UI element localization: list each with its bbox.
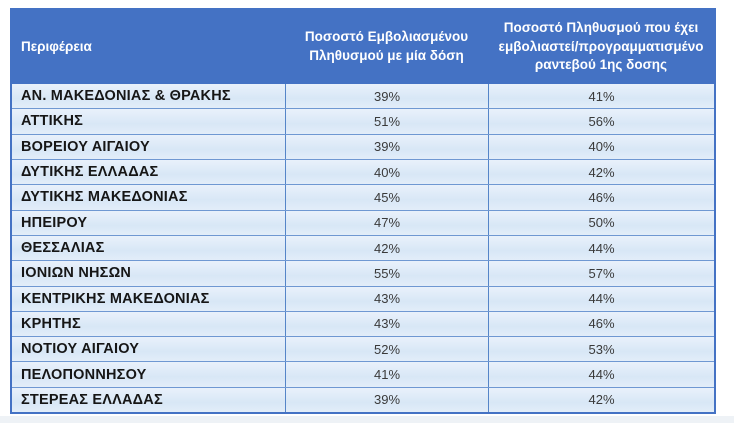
scheduled-value-cell: 42%	[488, 159, 714, 185]
scheduled-value-cell: 56%	[488, 109, 714, 134]
region-cell: ΘΕΣΣΑΛΙΑΣ	[21, 240, 105, 257]
scheduled-value-cell: 53%	[488, 337, 714, 362]
header-scheduled-percent: Ποσοστό Πληθυσμού που έχει εμβολιαστεί/π…	[498, 19, 704, 73]
dose1-value-cell: 39%	[285, 134, 488, 159]
dose1-value-cell: 47%	[285, 210, 488, 235]
scheduled-value-cell: 57%	[488, 261, 714, 286]
scheduled-value-cell: 44%	[488, 362, 714, 387]
table-row: ΣΤΕΡΕΑΣ ΕΛΛΑΔΑΣ 39% 42%	[12, 386, 714, 413]
dose1-value-cell: 43%	[285, 311, 488, 337]
dose1-value-cell: 39%	[285, 387, 488, 413]
table-row: ΠΕΛΟΠΟΝΝΗΣΟΥ 41% 44%	[12, 361, 714, 387]
table-row: ΒΟΡΕΙΟΥ ΑΙΓΑΙΟΥ 39% 40%	[12, 133, 714, 159]
table-header-row: Περιφέρεια Ποσοστό Εμβολιασμένου Πληθυσμ…	[12, 10, 714, 84]
dose1-value-cell: 45%	[285, 185, 488, 210]
table-row: ΝΟΤΙΟΥ ΑΙΓΑΙΟΥ 52% 53%	[12, 336, 714, 362]
table-row: ΙΟΝΙΩΝ ΝΗΣΩΝ 55% 57%	[12, 260, 714, 286]
dose1-value-cell: 51%	[285, 109, 488, 134]
table-row: ΔΥΤΙΚΗΣ ΕΛΛΑΔΑΣ 40% 42%	[12, 158, 714, 185]
region-cell: ΑΤΤΙΚΗΣ	[21, 113, 84, 130]
scheduled-value-cell: 44%	[488, 286, 714, 311]
scheduled-value-cell: 42%	[488, 387, 714, 413]
dose1-value-cell: 55%	[285, 261, 488, 286]
region-cell: ΚΡΗΤΗΣ	[21, 315, 81, 332]
region-cell: ΠΕΛΟΠΟΝΝΗΣΟΥ	[21, 366, 147, 383]
region-cell: ΑΝ. ΜΑΚΕΔΟΝΙΑΣ & ΘΡΑΚΗΣ	[21, 88, 231, 105]
bottom-page-strip	[0, 416, 734, 423]
dose1-value-cell: 41%	[285, 362, 488, 387]
region-cell: ΙΟΝΙΩΝ ΝΗΣΩΝ	[21, 265, 132, 282]
table-row: ΘΕΣΣΑΛΙΑΣ 42% 44%	[12, 234, 714, 261]
table-body: ΑΝ. ΜΑΚΕΔΟΝΙΑΣ & ΘΡΑΚΗΣ 39% 41% ΑΤΤΙΚΗΣ …	[12, 84, 714, 413]
region-cell: ΚΕΝΤΡΙΚΗΣ ΜΑΚΕΔΟΝΙΑΣ	[21, 290, 210, 307]
dose1-value-cell: 39%	[285, 84, 488, 109]
dose1-value-cell: 52%	[285, 337, 488, 362]
table-row: ΗΠΕΙΡΟΥ 47% 50%	[12, 209, 714, 235]
region-cell: ΝΟΤΙΟΥ ΑΙΓΑΙΟΥ	[21, 341, 140, 358]
dose1-value-cell: 42%	[285, 235, 488, 261]
region-cell: ΒΟΡΕΙΟΥ ΑΙΓΑΙΟΥ	[21, 138, 150, 155]
dose1-value-cell: 40%	[285, 159, 488, 185]
scheduled-value-cell: 41%	[488, 84, 714, 109]
vaccination-by-region-table: Περιφέρεια Ποσοστό Εμβολιασμένου Πληθυσμ…	[10, 8, 716, 414]
scheduled-value-cell: 46%	[488, 311, 714, 337]
header-dose1-percent: Ποσοστό Εμβολιασμένου Πληθυσμού με μία δ…	[304, 29, 469, 63]
scheduled-value-cell: 46%	[488, 185, 714, 210]
table-row: ΑΤΤΙΚΗΣ 51% 56%	[12, 108, 714, 134]
region-cell: ΔΥΤΙΚΗΣ ΜΑΚΕΔΟΝΙΑΣ	[21, 189, 188, 206]
table-row: ΚΕΝΤΡΙΚΗΣ ΜΑΚΕΔΟΝΙΑΣ 43% 44%	[12, 285, 714, 311]
dose1-value-cell: 43%	[285, 286, 488, 311]
region-cell: ΔΥΤΙΚΗΣ ΕΛΛΑΔΑΣ	[21, 164, 159, 181]
table-row: ΑΝ. ΜΑΚΕΔΟΝΙΑΣ & ΘΡΑΚΗΣ 39% 41%	[12, 84, 714, 109]
scheduled-value-cell: 44%	[488, 235, 714, 261]
region-cell: ΣΤΕΡΕΑΣ ΕΛΛΑΔΑΣ	[21, 391, 163, 408]
table-row: ΚΡΗΤΗΣ 43% 46%	[12, 310, 714, 337]
scheduled-value-cell: 40%	[488, 134, 714, 159]
region-cell: ΗΠΕΙΡΟΥ	[21, 214, 88, 231]
table-row: ΔΥΤΙΚΗΣ ΜΑΚΕΔΟΝΙΑΣ 45% 46%	[12, 184, 714, 210]
header-region: Περιφέρεια	[21, 38, 92, 54]
scheduled-value-cell: 50%	[488, 210, 714, 235]
